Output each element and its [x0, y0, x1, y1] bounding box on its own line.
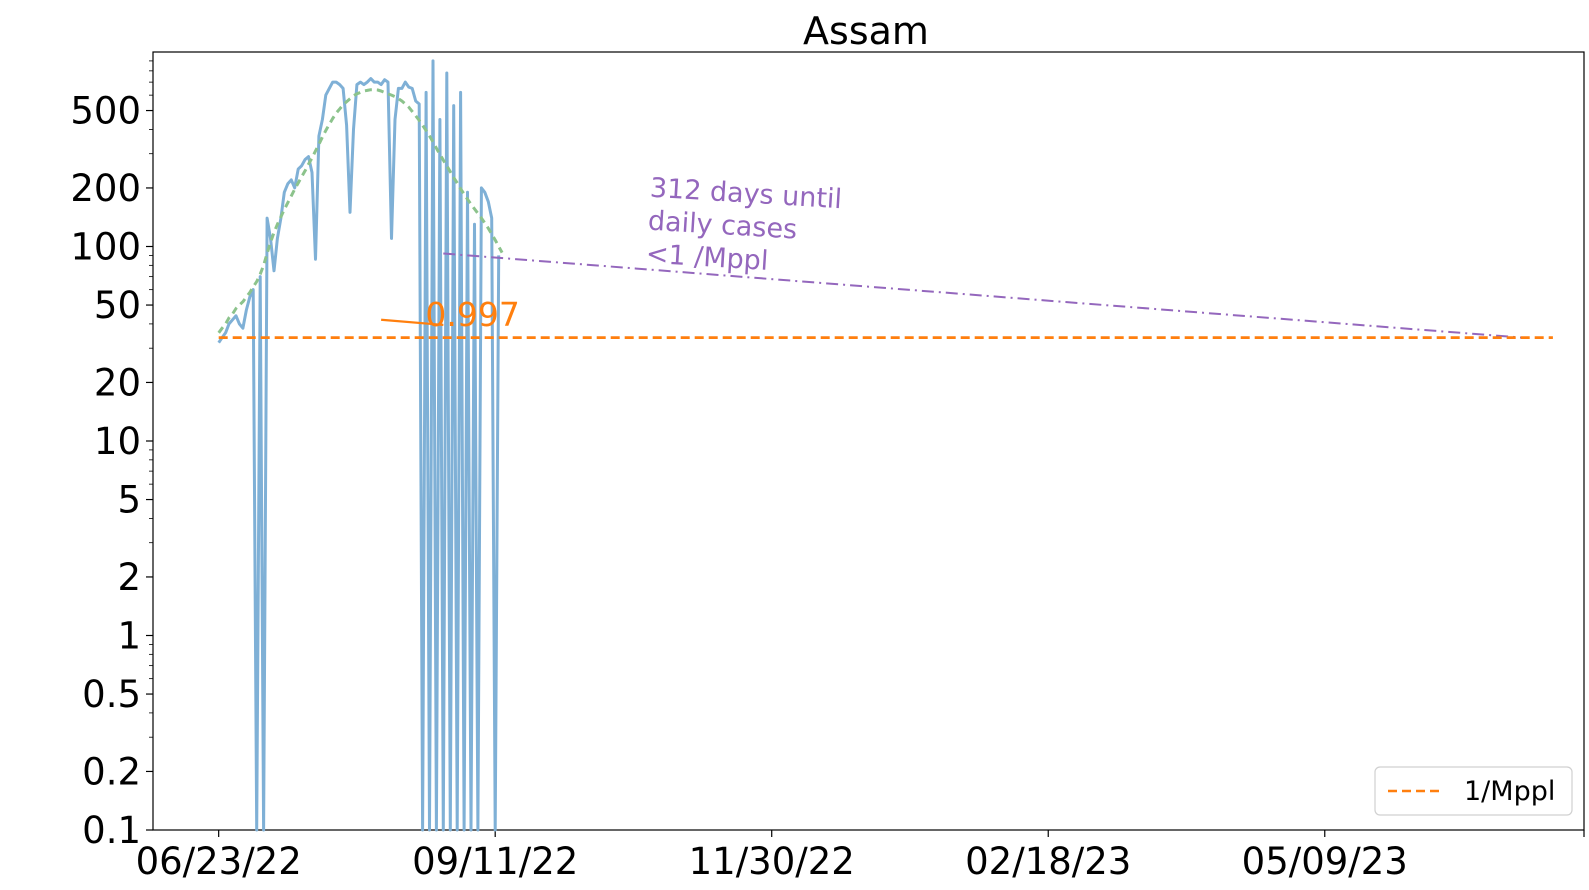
y-tick-label: 200	[70, 167, 141, 210]
x-tick-label: 05/09/23	[1242, 840, 1408, 883]
y-axis-ticks: 0.1 0.2 0.5 1 2 5 10 20 50 100 200 500	[70, 60, 153, 852]
y-tick-label: 2	[117, 556, 141, 599]
plot-area	[152, 51, 1585, 831]
x-tick-label: 11/30/22	[689, 840, 855, 883]
y-tick-label: 1	[117, 615, 141, 658]
legend-label-1-mppl: 1/Mppl	[1464, 776, 1555, 807]
y-tick-label: 10	[94, 420, 141, 463]
series-layer	[217, 59, 1553, 832]
slope-indicator-line	[381, 318, 444, 327]
series-line-smoothed	[217, 88, 504, 334]
chart-title: Assam	[803, 9, 929, 53]
legend-box	[1374, 766, 1573, 816]
series-line-daily	[217, 59, 501, 832]
x-axis-ticks: 06/23/22 09/11/22 11/30/22 02/18/23 05/09/23	[136, 830, 1585, 883]
legend: 1/Mppl	[1374, 766, 1573, 816]
y-tick-label: 0.1	[82, 809, 141, 852]
y-tick-label: 100	[70, 226, 141, 269]
x-tick-label: 09/11/22	[412, 840, 578, 883]
y-tick-label: 5	[117, 479, 141, 522]
x-tick-label: 06/23/22	[136, 840, 302, 883]
x-tick-label: 02/18/23	[965, 840, 1131, 883]
y-tick-label: 0.2	[82, 750, 141, 793]
y-tick-label: 0.5	[82, 673, 141, 716]
y-tick-label: 500	[70, 90, 141, 133]
y-tick-label: 50	[94, 284, 141, 327]
projection-annotation-line: <1 /Mppl	[645, 239, 769, 277]
y-tick-label: 20	[94, 361, 141, 404]
slope-label: 0.997	[425, 295, 519, 334]
